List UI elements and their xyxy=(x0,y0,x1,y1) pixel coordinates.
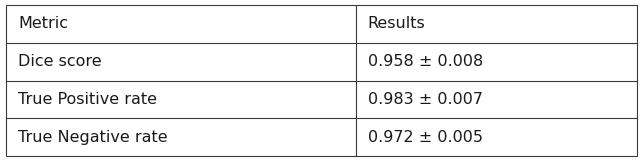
Text: 0.972 ± 0.005: 0.972 ± 0.005 xyxy=(368,130,483,145)
Bar xyxy=(356,43,637,80)
Bar xyxy=(6,5,356,43)
Bar xyxy=(356,80,637,118)
Text: True Negative rate: True Negative rate xyxy=(18,130,168,145)
Text: True Positive rate: True Positive rate xyxy=(18,92,157,107)
Text: Results: Results xyxy=(368,16,426,31)
Bar xyxy=(356,118,637,156)
Text: 0.983 ± 0.007: 0.983 ± 0.007 xyxy=(368,92,483,107)
Text: Metric: Metric xyxy=(18,16,68,31)
Bar xyxy=(356,5,637,43)
Bar xyxy=(6,43,356,80)
Bar xyxy=(6,118,356,156)
Text: 0.958 ± 0.008: 0.958 ± 0.008 xyxy=(368,54,483,69)
Bar xyxy=(6,80,356,118)
Text: Dice score: Dice score xyxy=(18,54,102,69)
